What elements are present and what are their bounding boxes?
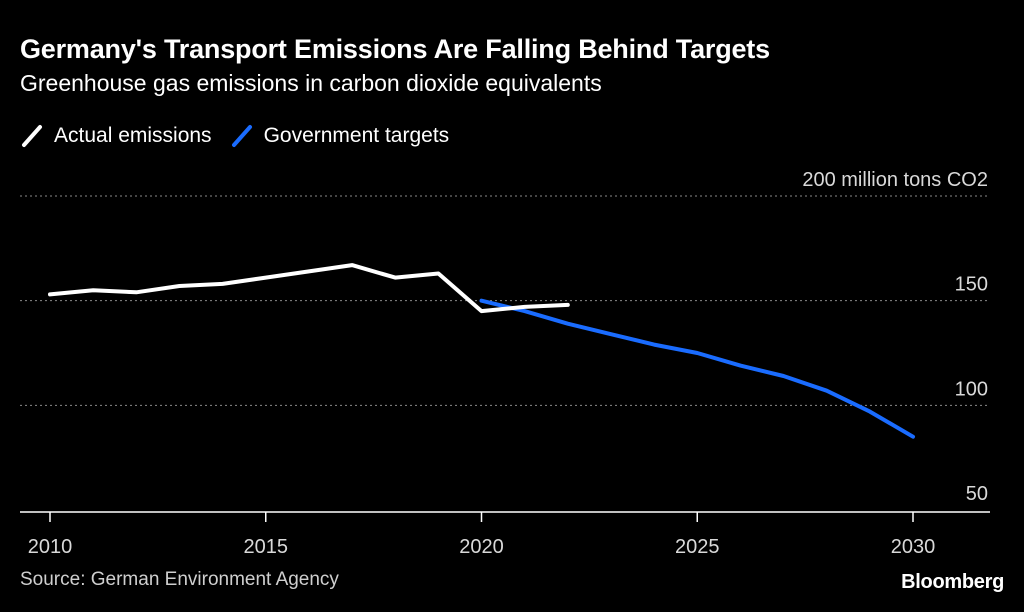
legend-item-target: Government targets: [230, 123, 450, 149]
x-axis-ticks: 2010 2015 2020 2025 2030: [28, 512, 936, 558]
y-axis-ticks: 50 100 150 200 million tons CO2: [802, 169, 988, 505]
legend-actual-label: Actual emissions: [54, 124, 212, 147]
y-tick-label-50: 50: [966, 483, 988, 505]
y-tick-label-150: 150: [955, 274, 988, 296]
x-tick-label-2020: 2020: [459, 536, 504, 558]
legend-target-label: Government targets: [263, 124, 450, 147]
series-line-government-targets: [479, 298, 915, 439]
series: [48, 263, 915, 439]
x-tick-label-2030: 2030: [891, 536, 936, 558]
y-tick-label-100: 100: [955, 378, 988, 400]
legend: Actual emissions Government targets: [20, 122, 467, 150]
chart-title: Germany's Transport Emissions Are Fallin…: [20, 34, 770, 64]
chart-subtitle: Greenhouse gas emissions in carbon dioxi…: [20, 70, 602, 96]
series-line-actual-emissions: [48, 263, 570, 314]
source-note: Source: German Environment Agency: [20, 569, 339, 590]
x-tick-label-2025: 2025: [675, 536, 720, 558]
brand-logo: Bloomberg: [901, 571, 1004, 593]
legend-target-swatch-icon: [231, 125, 252, 147]
gridlines: [20, 195, 990, 406]
x-tick-label-2010: 2010: [28, 536, 73, 558]
x-tick-label-2015: 2015: [244, 536, 289, 558]
legend-item-actual: Actual emissions: [20, 123, 212, 149]
legend-actual-swatch-icon: [22, 125, 42, 147]
y-tick-label-200: 200 million tons CO2: [802, 169, 988, 191]
